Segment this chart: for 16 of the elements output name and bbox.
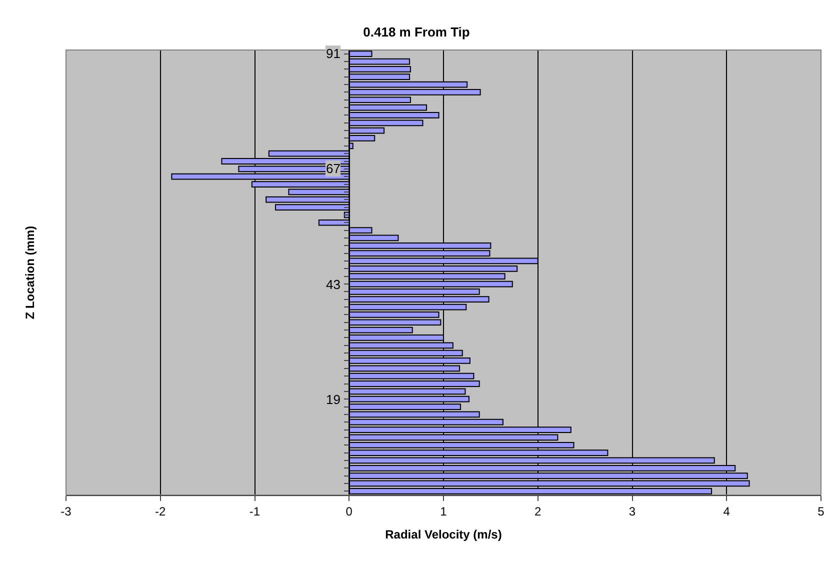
x-tick-label: 3 (628, 504, 636, 518)
x-tick-label: 1 (440, 504, 448, 518)
x-tick-label: -1 (249, 504, 260, 518)
chart-title: 0.418 m From Tip (363, 24, 470, 40)
x-axis-title: Radial Velocity (m/s) (385, 527, 502, 542)
x-tick-label: 0 (346, 504, 353, 518)
x-tick-label: -2 (155, 504, 166, 518)
y-tick-label: 19 (326, 392, 340, 407)
y-tick-label: 43 (326, 277, 340, 292)
x-tick-label: 4 (723, 504, 730, 518)
x-tick-label: 2 (534, 504, 542, 518)
x-tick-label: 5 (818, 504, 825, 518)
x-tick-label: -3 (60, 504, 72, 518)
y-tick-label: 91 (326, 46, 340, 61)
y-axis-title: Z Location (mm) (23, 226, 38, 320)
y-tick-label: 67 (326, 161, 340, 176)
